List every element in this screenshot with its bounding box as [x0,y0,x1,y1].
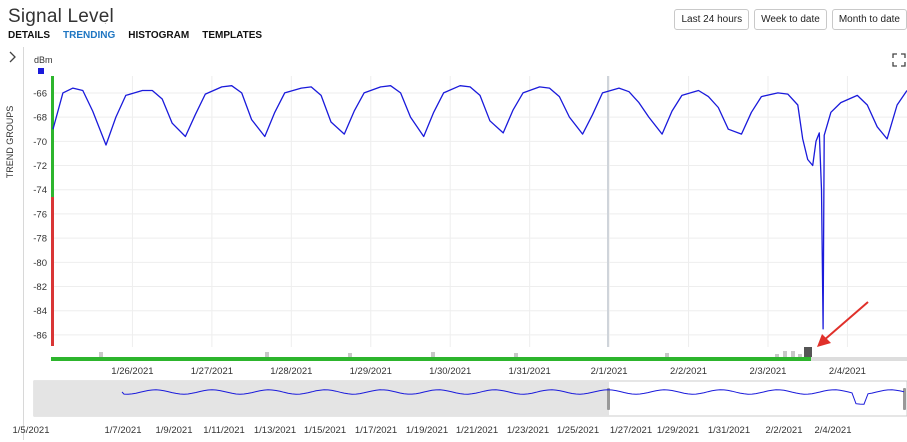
x-tick-label: 2/2/2021 [670,366,707,377]
tab-templates[interactable]: TEMPLATES [202,30,263,41]
event-bar [99,352,103,357]
trend-groups-panel[interactable]: TREND GROUPS [0,47,24,440]
series-legend-marker[interactable] [38,68,44,74]
navigator-tick-label: 1/21/2021 [456,425,498,436]
navigator-handle-left [607,388,610,410]
event-bar [783,351,787,357]
y-tick-label: -70 [33,137,47,148]
navigator-tick-label: 1/13/2021 [254,425,296,436]
event-bar [265,352,269,357]
navigator-tick-label: 1/9/2021 [156,425,193,436]
y-tick-label: -76 [33,209,47,220]
x-tick-label: 2/3/2021 [749,366,786,377]
navigator-tick-label: 1/11/2021 [203,425,245,436]
navigator: 1/5/2021 1/7/2021 1/9/2021 1/11/2021 1/13/20… [13,380,907,436]
y-tick-label: -74 [33,185,47,196]
event-bars-layer [99,347,812,357]
week-to-date-button[interactable]: Week to date [754,9,827,30]
month-to-date-button[interactable]: Month to date [831,9,907,30]
x-tick-label: 1/30/2021 [429,366,471,377]
navigator-tick-label: 1/23/2021 [507,425,549,436]
status-band-good [51,357,811,361]
event-bar [798,354,802,357]
arrow-shaft [822,301,869,342]
status-bar-good [51,76,54,197]
navigator-tick-label: 1/29/2021 [657,425,699,436]
arrow-head [817,334,831,347]
x-tick-labels: 1/26/2021 1/27/2021 1/28/2021 1/29/2021 1/30… [111,366,866,377]
navigator-tick-label: 2/4/2021 [815,425,852,436]
tab-histogram[interactable]: HISTOGRAM [128,30,190,41]
navigator-tick-label: 1/25/2021 [557,425,599,436]
navigator-tick-label: 2/2/2021 [766,425,803,436]
fullscreen-icon[interactable] [892,53,906,67]
x-tick-label: 1/31/2021 [509,366,551,377]
tab-details[interactable]: DETAILS [8,30,51,41]
navigator-tick-label: 1/31/2021 [708,425,750,436]
y-axis-unit: dBm [34,55,53,65]
event-bar [665,353,669,357]
navigator-tick-label: 1/19/2021 [406,425,448,436]
y-tick-label: -66 [33,88,47,99]
chevron-right-icon[interactable] [8,51,18,63]
last-24-hours-button[interactable]: Last 24 hours [674,9,750,30]
navigator-tick-label: 1/5/2021 [13,425,50,436]
tab-trending[interactable]: TRENDING [63,30,116,41]
event-bar [775,354,779,357]
status-band-unknown [811,357,907,361]
navigator-tick-label: 1/27/2021 [610,425,652,436]
annotation-arrow [817,301,869,347]
y-tick-label: -68 [33,113,47,124]
selected-event-bar [804,347,812,357]
event-bar [348,353,352,357]
status-bar-bad [51,196,54,346]
x-tick-label: 2/4/2021 [829,366,866,377]
y-tick-label: -72 [33,161,47,172]
range-button-group: Last 24 hours Week to date Month to date [674,9,907,30]
status-bar-layer [51,76,907,361]
y-tick-label: -84 [33,306,47,317]
y-tick-labels: -66 -68 -70 -72 -74 -76 -78 -80 -82 -84 -86 [33,88,47,341]
tab-bar: DETAILS TRENDING HISTOGRAM TEMPLATES [8,30,262,41]
y-tick-label: -82 [33,282,47,293]
navigator-unselected-region [34,381,609,416]
navigator-tick-label: 1/17/2021 [355,425,397,436]
event-bar [431,352,435,357]
y-tick-label: -78 [33,234,47,245]
event-bar [514,353,518,357]
x-tick-label: 1/27/2021 [191,366,233,377]
grid-layer [53,76,907,347]
title-decoration: . [104,16,107,27]
page-title: Signal Level [8,6,114,27]
event-bar [791,351,795,357]
x-tick-label: 1/26/2021 [111,366,153,377]
x-tick-label: 2/1/2021 [591,366,628,377]
x-tick-label: 1/28/2021 [270,366,312,377]
signal-level-series-line [52,85,907,330]
navigator-series-line [121,389,905,405]
x-tick-label: 1/29/2021 [350,366,392,377]
navigator-tick-label: 1/7/2021 [105,425,142,436]
navigator-handle-right [903,388,906,410]
y-tick-label: -80 [33,258,47,269]
y-tick-label: -86 [33,330,47,341]
series-layer [52,85,907,330]
navigator-tick-label: 1/15/2021 [304,425,346,436]
